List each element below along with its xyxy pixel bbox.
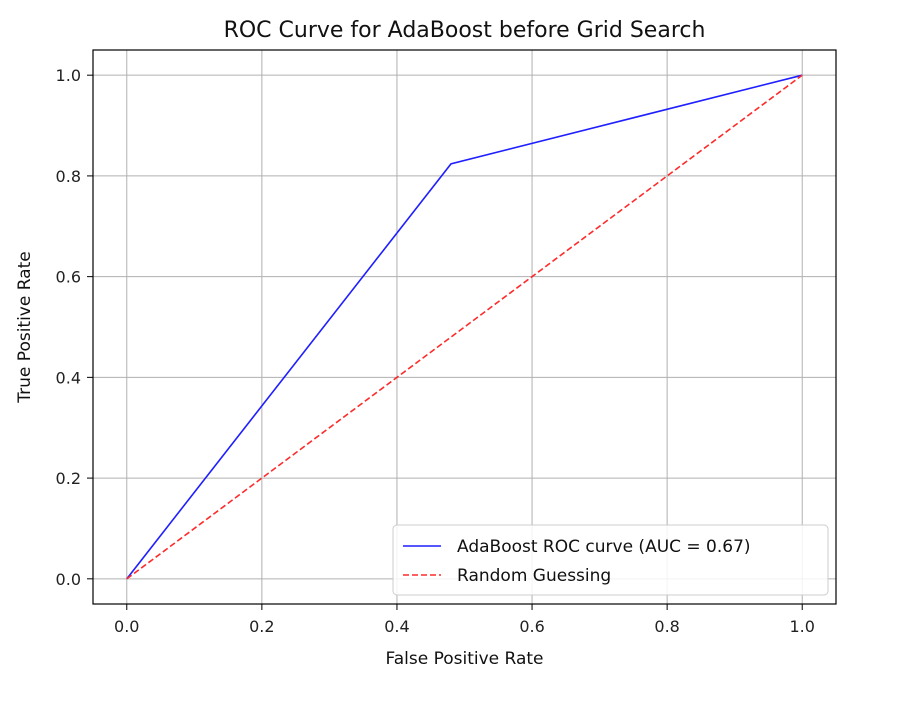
x-tick-label: 1.0 — [790, 617, 815, 636]
y-tick-label: 0.8 — [56, 167, 81, 186]
ticks: 0.0 0.2 0.4 0.6 0.8 1.0 0.0 0.2 0.4 0.6 0.8 1.0 — [56, 66, 815, 636]
chart-title: ROC Curve for AdaBoost before Grid Searc… — [224, 18, 706, 43]
y-axis-label: True Positive Rate — [15, 251, 35, 403]
x-tick-label: 0.8 — [654, 617, 679, 636]
grid — [93, 50, 836, 604]
x-tick-label: 0.2 — [249, 617, 274, 636]
adaboost-roc-line — [126, 74, 803, 580]
legend-label-random-guessing: Random Guessing — [457, 566, 611, 586]
y-tick-label: 0.0 — [56, 570, 81, 589]
random-guessing-line — [126, 74, 803, 580]
x-tick-label: 0.0 — [114, 617, 139, 636]
x-tick-label: 0.6 — [519, 617, 544, 636]
plot-frame — [92, 49, 837, 605]
y-tick-label: 1.0 — [56, 66, 81, 85]
y-tick-label: 0.4 — [56, 368, 81, 387]
x-axis-label: False Positive Rate — [386, 649, 544, 669]
legend-box — [392, 524, 829, 596]
legend: AdaBoost ROC curve (AUC = 0.67) Random G… — [392, 524, 829, 596]
legend-label-adaboost: AdaBoost ROC curve (AUC = 0.67) — [457, 537, 751, 557]
y-tick-label: 0.6 — [56, 268, 81, 287]
x-tick-label: 0.4 — [384, 617, 409, 636]
y-tick-label: 0.2 — [56, 469, 81, 488]
series-layer — [126, 74, 803, 580]
